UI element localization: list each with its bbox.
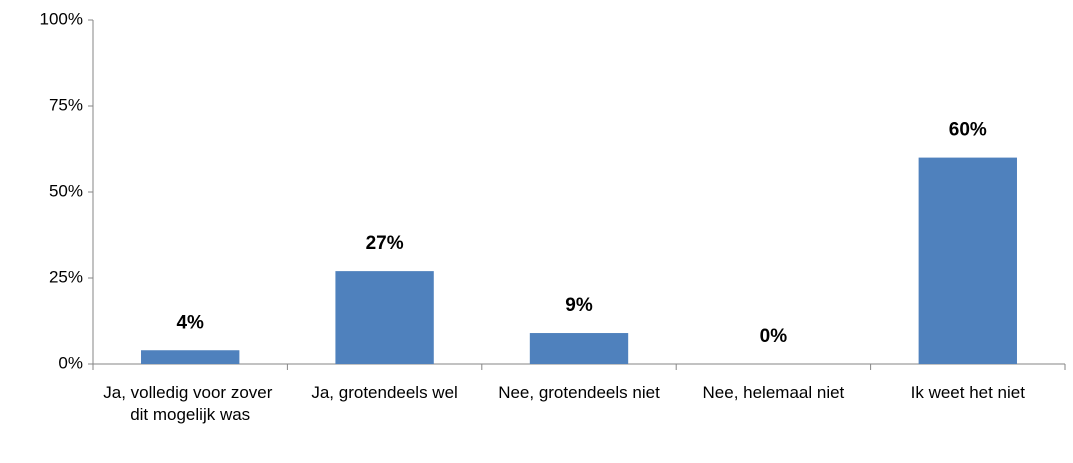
bar bbox=[335, 271, 434, 364]
data-label: 27% bbox=[366, 233, 404, 254]
data-label: 60% bbox=[949, 120, 987, 141]
x-tick-label-line: Ja, volledig voor zover bbox=[103, 383, 277, 402]
x-tick-label-line: Ja, grotendeels wel bbox=[311, 383, 457, 402]
x-tick-label: Ik weet het niet bbox=[911, 383, 1026, 402]
data-label: 9% bbox=[565, 295, 593, 316]
data-label: 0% bbox=[760, 326, 788, 347]
y-tick-label: 100% bbox=[40, 9, 83, 28]
x-tick-label-line: Nee, helemaal niet bbox=[703, 383, 845, 402]
x-tick-label-line: Ik weet het niet bbox=[911, 383, 1026, 402]
x-tick-label: Nee, helemaal niet bbox=[703, 383, 845, 402]
x-tick-label-line: Nee, grotendeels niet bbox=[498, 383, 660, 402]
x-tick-label: Ja, grotendeels wel bbox=[311, 383, 457, 402]
x-tick-label-line: dit mogelijk was bbox=[130, 405, 250, 424]
x-tick-label: Ja, volledig voor zover dit mogelijk was bbox=[103, 383, 277, 424]
y-tick-label: 75% bbox=[49, 95, 83, 114]
bar bbox=[529, 333, 629, 364]
x-tick-label: Nee, grotendeels niet bbox=[498, 383, 660, 402]
y-tick-label: 50% bbox=[49, 181, 83, 200]
bar bbox=[918, 157, 1017, 364]
bar bbox=[141, 350, 240, 364]
y-tick-label: 0% bbox=[58, 353, 83, 372]
y-tick-label: 25% bbox=[49, 267, 83, 286]
data-label: 4% bbox=[176, 312, 204, 333]
